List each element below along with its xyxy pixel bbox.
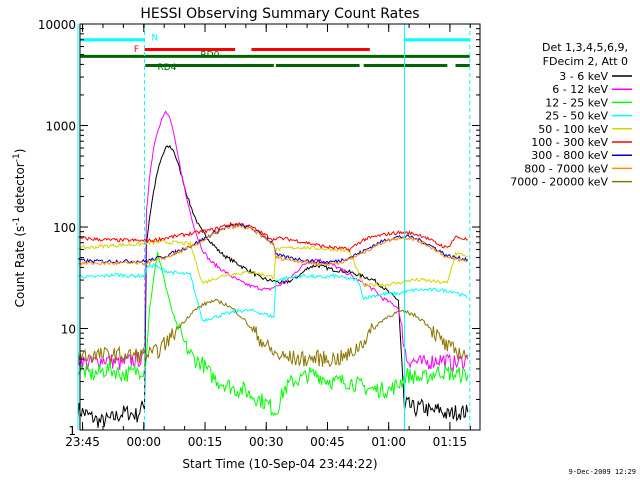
y-tick-label: 1 <box>68 424 76 438</box>
flag-label-n: N <box>151 33 158 43</box>
series-line-8 <box>77 299 469 368</box>
legend-entry-label: 3 - 6 keV <box>559 70 608 83</box>
y-tick-label: 10 <box>61 323 76 337</box>
plot-frame <box>79 23 481 431</box>
legend-entry-label: 6 - 12 keV <box>552 83 608 96</box>
legend: Det 1,3,4,5,6,9,FDecim 2, Att 0 3 - 6 keV… <box>510 41 632 189</box>
x-tick-label: 00:30 <box>249 435 284 449</box>
flag-label-rd4: RD4 <box>158 63 177 73</box>
legend-entry-label: 100 - 300 keV <box>531 136 608 149</box>
y-tick-label: 100 <box>53 221 76 235</box>
y-axis-label: Count Rate (s-1 detector-1) <box>12 149 27 308</box>
series-line-1 <box>77 110 469 373</box>
y-tick-label: 10000 <box>38 18 76 32</box>
x-tick-label: 00:00 <box>126 435 161 449</box>
flag-bars: N F RD0 RD4 <box>80 33 470 73</box>
chart-title: HESSI Observing Summary Count Rates <box>140 6 419 22</box>
legend-header-line: Det 1,3,4,5,6,9, <box>542 41 628 54</box>
flag-label-rd0: RD0 <box>200 51 219 61</box>
x-tick-label: 01:00 <box>371 435 406 449</box>
x-tick-label: 00:45 <box>310 435 345 449</box>
vertical-markers <box>77 24 471 430</box>
series-line-7 <box>77 224 468 267</box>
series-line-5 <box>77 221 468 253</box>
x-tick-label: 00:15 <box>188 435 223 449</box>
legend-entry-label: 12 - 25 keV <box>545 96 608 109</box>
axes: 1 10 100 1000 10000 23:45 00:00 00:15 00:30 00:45… <box>38 18 481 449</box>
series-line-2 <box>77 251 469 417</box>
x-tick-label: 23:45 <box>65 435 100 449</box>
series-line-4 <box>77 240 469 288</box>
flag-label-f: F <box>134 45 139 55</box>
series-line-0 <box>77 144 469 428</box>
legend-header-line: FDecim 2, Att 0 <box>543 55 628 68</box>
legend-entry-label: 300 - 800 keV <box>531 149 608 162</box>
x-axis-label: Start Time (10-Sep-04 23:44:22) <box>182 457 377 471</box>
date-stamp: 9-Dec-2009 12:29 <box>569 468 636 476</box>
legend-entry-label: 25 - 50 keV <box>545 110 608 123</box>
y-tick-label: 1000 <box>45 120 76 134</box>
legend-entry-label: 50 - 100 keV <box>538 123 608 136</box>
legend-entry-label: 800 - 7000 keV <box>524 162 608 175</box>
series-lines <box>77 110 469 428</box>
series-line-3 <box>77 262 468 323</box>
legend-entry-label: 7000 - 20000 keV <box>510 176 608 189</box>
x-tick-label: 01:15 <box>433 435 468 449</box>
